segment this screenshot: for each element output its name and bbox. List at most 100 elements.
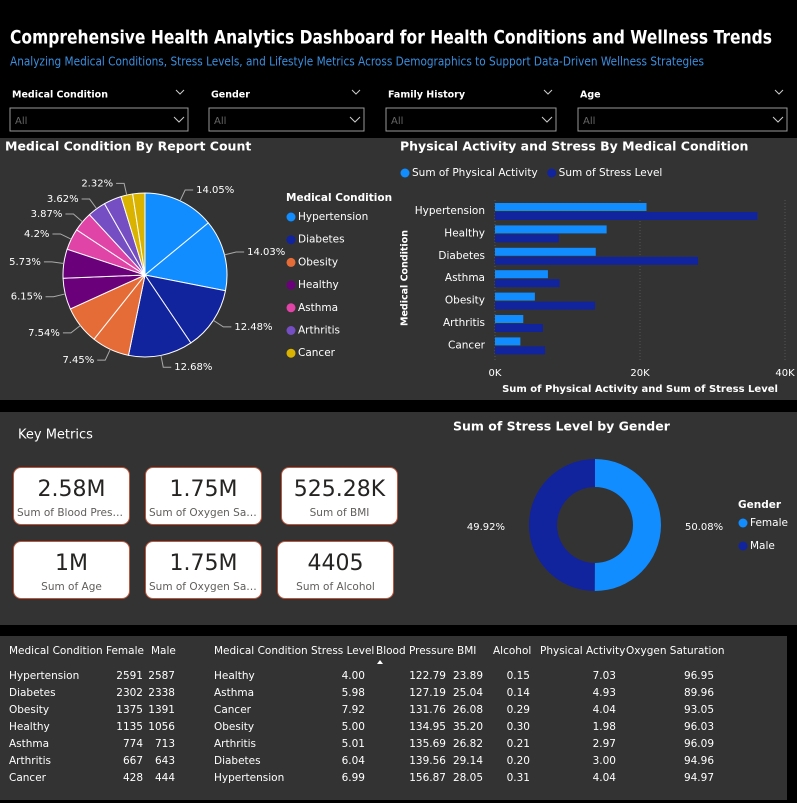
table-cell: 4.93 (593, 687, 616, 699)
y-axis-title: Medical Condition (400, 230, 411, 326)
table-header[interactable]: BMI (457, 645, 476, 657)
table-header[interactable]: Blood Pressure (376, 645, 454, 657)
table-cell: 131.76 (409, 704, 446, 716)
chevron (774, 89, 784, 95)
table-header[interactable]: Female (106, 645, 144, 657)
kpi-value: 1.75M (169, 551, 238, 576)
table-cell: 26.82 (453, 738, 483, 750)
table-cell: 1391 (148, 704, 175, 716)
table-cell: 2587 (148, 670, 175, 682)
legend-label[interactable]: Hypertension (298, 211, 368, 223)
table-cell: 26.08 (453, 704, 483, 716)
dropdown-value: All (214, 116, 226, 127)
table-cell: 7.92 (342, 704, 365, 716)
legend-label[interactable]: Healthy (298, 279, 339, 291)
kpi-label: Sum of Age (41, 581, 102, 593)
table-cell: 643 (155, 755, 175, 767)
bar[interactable] (495, 301, 596, 310)
table-cell: 94.96 (684, 755, 714, 767)
legend-marker (286, 303, 296, 313)
leader-line (179, 189, 194, 202)
dropdown[interactable] (208, 107, 365, 132)
table-cell: 667 (123, 755, 143, 767)
bar[interactable] (495, 212, 758, 220)
bar[interactable] (495, 270, 548, 279)
legend-title: Gender (738, 499, 782, 511)
legend-label[interactable]: Diabetes (298, 234, 345, 246)
legend-label[interactable]: Sum of Physical Activity (412, 167, 538, 179)
y-tick-label: Diabetes (438, 250, 485, 262)
table-cell: 35.20 (453, 721, 483, 733)
legend-label[interactable]: Sum of Stress Level (559, 167, 663, 179)
table-cell: 96.09 (684, 738, 714, 750)
table-header[interactable]: Stress Level (311, 645, 374, 657)
data-label: 3.87% (31, 209, 63, 220)
table-header[interactable]: Alcohol (493, 645, 531, 657)
table-cell: 1375 (116, 704, 143, 716)
chevron (173, 116, 185, 123)
dropdown[interactable] (577, 107, 788, 132)
legend-label[interactable]: Obesity (298, 256, 338, 268)
table-cell: 23.89 (453, 670, 483, 682)
data-label: 12.68% (174, 362, 212, 373)
table-cell: 6.99 (342, 772, 365, 784)
table-cell: Healthy (9, 721, 50, 733)
chart-title: Physical Activity and Stress By Medical … (400, 139, 748, 154)
filter-label: Family History (388, 90, 466, 101)
legend-label[interactable]: Arthritis (298, 325, 340, 337)
table-header[interactable]: Medical Condition (214, 645, 308, 657)
data-label: 14.03% (247, 247, 285, 258)
legend-label[interactable]: Female (750, 517, 788, 529)
bar[interactable] (495, 337, 521, 346)
dropdown[interactable] (385, 107, 557, 132)
chevron (543, 89, 553, 95)
sort-indicator (377, 660, 383, 664)
table-cell: 4.00 (342, 670, 365, 682)
legend-label[interactable]: Male (750, 540, 775, 552)
table-header[interactable]: Physical Activity (540, 645, 625, 657)
chevron (349, 116, 361, 123)
legend-marker (286, 235, 296, 245)
dropdown[interactable] (9, 107, 189, 132)
table-cell: 0.31 (507, 772, 530, 784)
table-header[interactable]: Oxygen Saturation (626, 645, 725, 657)
legend-marker (286, 257, 296, 267)
bar[interactable] (495, 315, 524, 323)
table-cell: 0.30 (507, 721, 530, 733)
bar[interactable] (495, 279, 560, 288)
table-cell: Cancer (9, 772, 47, 784)
table-header[interactable]: Medical Condition (9, 645, 103, 657)
bar[interactable] (495, 203, 647, 211)
bar[interactable] (495, 292, 535, 301)
table-cell: Obesity (9, 704, 49, 716)
kpi-card: 1M Sum of Age (13, 541, 130, 599)
legend-label[interactable]: Asthma (298, 302, 338, 314)
panel (0, 412, 797, 625)
table-header[interactable]: Male (151, 645, 176, 657)
data-label: 4.2% (24, 229, 49, 240)
table-cell: 135.69 (409, 738, 446, 750)
bar[interactable] (495, 234, 559, 243)
chevron (772, 116, 784, 123)
data-label: 7.45% (62, 355, 94, 366)
table-cell: Healthy (214, 670, 255, 682)
bar[interactable] (495, 346, 546, 355)
legend-label[interactable]: Cancer (298, 347, 336, 359)
bar[interactable] (495, 256, 698, 265)
data-label: 3.62% (47, 194, 79, 205)
section-title: Key Metrics (18, 428, 93, 443)
kpi-label: Sum of Alcohol (296, 581, 375, 593)
bar[interactable] (495, 324, 543, 332)
dropdown-value: All (583, 116, 595, 127)
y-tick-label: Cancer (448, 339, 486, 351)
kpi-value: 2.58M (37, 477, 106, 502)
leader-line (65, 213, 83, 223)
table-cell: 96.03 (684, 721, 714, 733)
filter-label: Age (580, 90, 601, 101)
kpi-label: Sum of Oxygen Saturation (149, 507, 261, 519)
table-cell: 122.79 (409, 670, 446, 682)
bar[interactable] (495, 247, 596, 256)
table-cell: 444 (155, 772, 175, 784)
bar[interactable] (495, 225, 607, 234)
table-cell: 156.87 (409, 772, 446, 784)
